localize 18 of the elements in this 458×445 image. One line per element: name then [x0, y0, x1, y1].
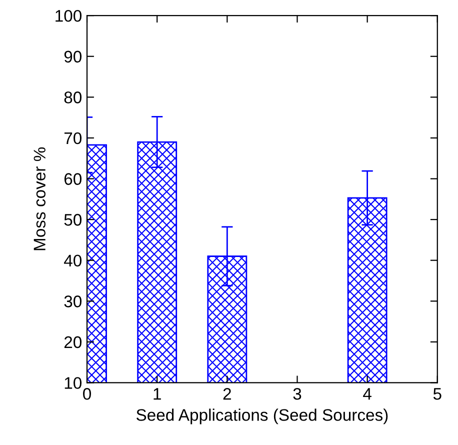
y-axis-title: Moss cover % — [34, 147, 46, 250]
y-tick-label: 60 — [64, 173, 82, 185]
y-tick-label: 100 — [56, 10, 82, 22]
y-tick-label: 10 — [64, 377, 82, 389]
y-tick-label: 30 — [64, 296, 82, 308]
x-tick-label: 4 — [363, 388, 372, 400]
x-tick-label: 5 — [433, 388, 442, 400]
x-tick-label: 1 — [154, 388, 161, 400]
x-tick-label: 0 — [83, 388, 92, 400]
y-tick-label: 90 — [64, 50, 82, 63]
x-tick-label: 2 — [223, 388, 231, 400]
y-tick-label: 40 — [64, 254, 82, 267]
y-tick-label: 80 — [64, 92, 82, 104]
x-axis-title: Seed Applications (Seed Sources) — [136, 408, 388, 424]
y-tick-label: 20 — [64, 336, 82, 348]
x-tick-label: 3 — [293, 388, 302, 400]
y-tick-label: 50 — [64, 214, 82, 226]
y-tick-label: 70 — [64, 132, 82, 144]
